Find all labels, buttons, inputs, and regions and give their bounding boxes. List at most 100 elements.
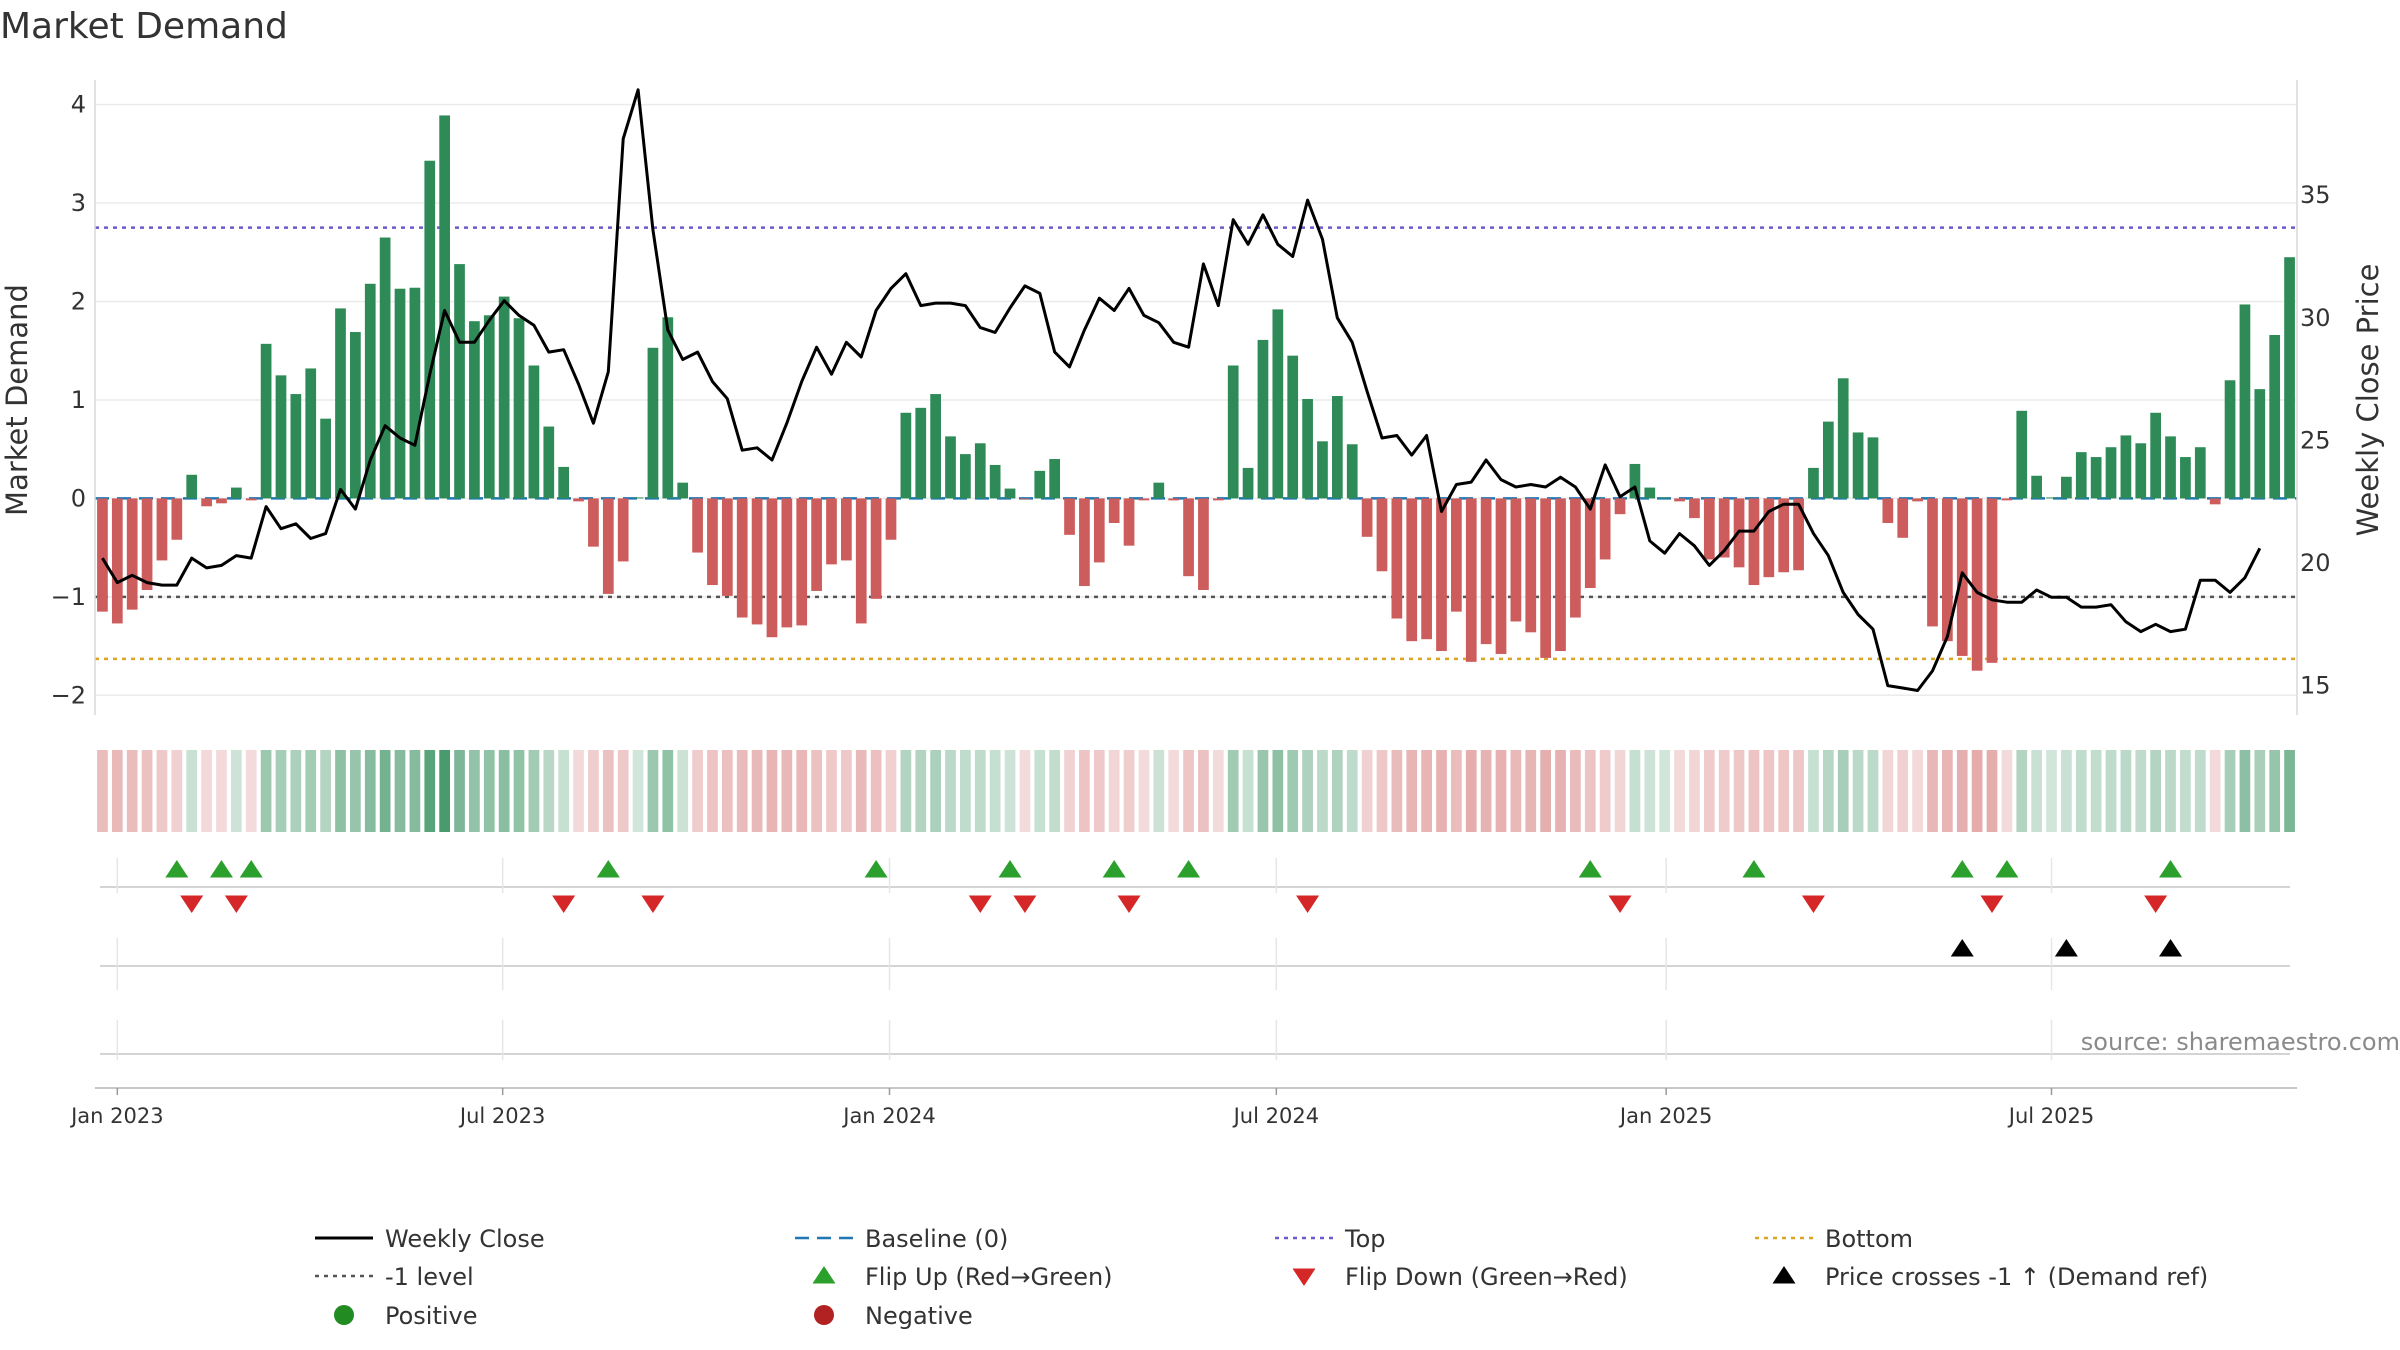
demand-bar bbox=[588, 498, 599, 547]
demand-strip-cell bbox=[2090, 750, 2102, 832]
demand-bar bbox=[2254, 389, 2266, 499]
demand-bar bbox=[766, 498, 778, 638]
demand-strip-cell bbox=[305, 750, 317, 832]
demand-bar bbox=[1242, 467, 1254, 499]
demand-strip-cell bbox=[2224, 750, 2236, 832]
demand-strip-cell bbox=[186, 750, 198, 832]
demand-strip-cell bbox=[2209, 750, 2221, 832]
demand-strip-cell bbox=[1242, 750, 1254, 832]
demand-bar bbox=[870, 498, 882, 599]
demand-bar bbox=[1168, 498, 1180, 501]
demand-bar bbox=[2046, 497, 2057, 499]
demand-strip-cell bbox=[97, 750, 108, 832]
demand-strip-cell bbox=[1421, 750, 1432, 832]
demand-strip-cell bbox=[1689, 750, 1700, 832]
demand-bar bbox=[1317, 441, 1328, 499]
y-tick-label: 2 bbox=[71, 288, 86, 316]
flip-down-marker bbox=[1608, 895, 1632, 913]
legend-item-flip_down: Flip Down (Green→Red) bbox=[1292, 1263, 1628, 1291]
source-credit: source: sharemaestro.com bbox=[2081, 1028, 2400, 1056]
demand-strip-cell bbox=[1108, 750, 1120, 832]
demand-strip-cell bbox=[1822, 750, 1834, 832]
demand-bar bbox=[1436, 498, 1447, 652]
demand-bar bbox=[141, 498, 153, 590]
demand-strip-cell bbox=[1555, 750, 1566, 832]
demand-strip-cell bbox=[870, 750, 882, 832]
demand-strip-cell bbox=[1064, 750, 1075, 832]
demand-bar bbox=[855, 498, 867, 624]
demand-strip-cell bbox=[796, 750, 808, 832]
demand-bar bbox=[1406, 498, 1418, 642]
demand-bar bbox=[811, 498, 822, 591]
demand-strip-cell bbox=[826, 750, 837, 832]
demand-bar bbox=[1093, 498, 1105, 563]
legend: Weekly Close Baseline (0) Top Bottom -1 leve… bbox=[315, 1225, 2208, 1330]
demand-strip-cell bbox=[945, 750, 956, 832]
demand-strip-cell bbox=[573, 750, 584, 832]
flip-up-marker bbox=[1995, 860, 2019, 878]
weekly-close-line bbox=[101, 88, 2262, 692]
demand-strip-cell bbox=[424, 750, 436, 832]
demand-strip-cell bbox=[1942, 750, 1953, 832]
demand-strip-cell bbox=[1153, 750, 1165, 832]
demand-strip-cell bbox=[1019, 750, 1031, 832]
demand-bar bbox=[1644, 487, 1656, 499]
demand-strip-cell bbox=[677, 750, 689, 832]
demand-bar bbox=[2180, 457, 2191, 499]
demand-strip-cell bbox=[1718, 750, 1730, 832]
demand-strip-cell bbox=[1510, 750, 1522, 832]
demand-bar bbox=[171, 498, 183, 540]
demand-bar bbox=[1808, 467, 1819, 499]
y-tick-label: 1 bbox=[71, 386, 86, 414]
flip-down-marker bbox=[552, 895, 576, 913]
demand-bar bbox=[2105, 447, 2117, 499]
demand-strip-cell bbox=[1927, 750, 1938, 832]
demand-strip-cell bbox=[1004, 750, 1016, 832]
demand-bar bbox=[1257, 339, 1269, 499]
y-tick-label: 3 bbox=[71, 189, 86, 217]
demand-strip-cell bbox=[528, 750, 540, 832]
legend-item-positive: Positive bbox=[334, 1302, 478, 1330]
demand-strip-cell bbox=[2284, 750, 2295, 832]
demand-strip-cell bbox=[617, 750, 629, 832]
demand-strip-cell bbox=[2194, 750, 2206, 832]
demand-bar bbox=[751, 498, 763, 625]
demand-bar bbox=[111, 498, 123, 624]
demand-bar bbox=[1986, 498, 1998, 663]
demand-strip-cell bbox=[1540, 750, 1551, 832]
demand-strip-cell bbox=[707, 750, 718, 832]
demand-bar bbox=[692, 498, 703, 553]
legend-item-minus_one: -1 level bbox=[315, 1263, 474, 1291]
y-axis-title: Market Demand bbox=[0, 284, 34, 516]
demand-strip-cell bbox=[1331, 750, 1343, 832]
demand-strip-cell bbox=[1123, 750, 1135, 832]
demand-strip-cell bbox=[1912, 750, 1923, 832]
demand-bar bbox=[1421, 498, 1432, 640]
flip-up-marker bbox=[998, 860, 1022, 878]
flip-up-marker bbox=[2159, 860, 2183, 878]
legend-item-baseline: Baseline (0) bbox=[795, 1225, 1008, 1253]
legend-label: Baseline (0) bbox=[865, 1225, 1008, 1253]
demand-bar bbox=[1614, 498, 1626, 515]
demand-bar bbox=[885, 498, 897, 540]
demand-bar bbox=[379, 237, 391, 499]
flip-up-marker bbox=[1102, 860, 1126, 878]
demand-bar bbox=[2135, 443, 2147, 499]
demand-bar bbox=[677, 482, 689, 499]
demand-strip-cell bbox=[1465, 750, 1477, 832]
demand-strip-cell bbox=[350, 750, 361, 832]
flip-up-marker bbox=[596, 860, 620, 878]
demand-strip-cell bbox=[1599, 750, 1611, 832]
demand-strip-cell bbox=[1525, 750, 1537, 832]
demand-bar bbox=[1897, 498, 1909, 538]
legend-dot-icon bbox=[334, 1305, 354, 1325]
legend-label: Flip Down (Green→Red) bbox=[1345, 1263, 1628, 1291]
demand-bar bbox=[409, 287, 421, 499]
demand-bar bbox=[260, 343, 272, 499]
demand-bar bbox=[558, 466, 570, 499]
x-axis: Jan 2023 Jul 2023 Jan 2024 Jul 2024 Jan 2025… bbox=[69, 1087, 2297, 1128]
demand-strip-cell bbox=[2239, 750, 2251, 832]
demand-bar bbox=[781, 498, 793, 628]
y-tick-label: −1 bbox=[51, 583, 86, 611]
